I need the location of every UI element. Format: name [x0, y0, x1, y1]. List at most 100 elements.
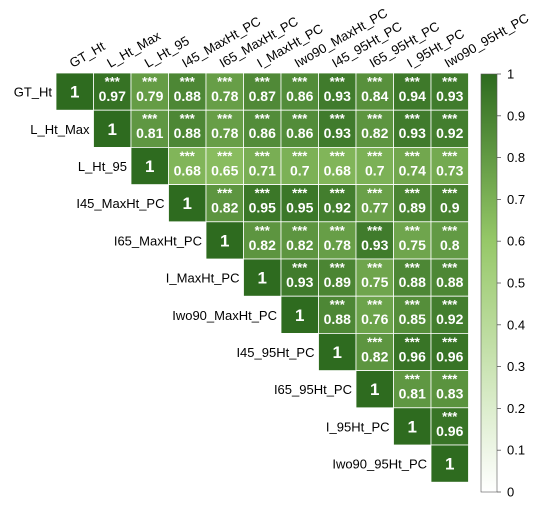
colorbar-tick-label: 0.7: [507, 192, 525, 207]
colorbar-tick-label: 0.1: [507, 443, 525, 458]
cell-value-label: 0.68: [324, 162, 351, 178]
cell-value-label: 0.88: [324, 311, 351, 327]
cell-value-label: 0.77: [361, 200, 388, 216]
significance-label: ***: [330, 260, 346, 275]
significance-label: ***: [442, 223, 458, 238]
diagonal-value-label: 1: [220, 231, 229, 250]
significance-label: ***: [142, 111, 158, 126]
significance-label: ***: [405, 111, 421, 126]
heatmap-cell: [430, 295, 469, 334]
significance-label: ***: [292, 74, 308, 89]
column-label: GT_Ht: [67, 38, 108, 70]
cell-value-label: 0.88: [436, 274, 463, 290]
significance-label: ***: [330, 111, 346, 126]
significance-label: ***: [367, 148, 383, 163]
row-label: GT_Ht: [14, 85, 53, 100]
significance-label: ***: [255, 74, 271, 89]
cell-value-label: 0.78: [211, 88, 238, 104]
diagonal-value-label: 1: [333, 343, 342, 362]
significance-label: ***: [405, 223, 421, 238]
heatmap-cell: [280, 109, 319, 148]
significance-label: ***: [255, 111, 271, 126]
heatmap-cell: [93, 72, 132, 111]
heatmap-cell: [355, 221, 394, 260]
cell-value-label: 0.94: [399, 88, 426, 104]
cell-value-label: 0.65: [211, 162, 238, 178]
significance-label: ***: [442, 297, 458, 312]
heatmap-cell: [318, 72, 357, 111]
significance-label: ***: [442, 372, 458, 387]
heatmap-cell: [318, 109, 357, 148]
heatmap-cell: [430, 146, 469, 185]
cell-value-label: 0.81: [399, 386, 426, 402]
cell-value-label: 0.82: [286, 237, 313, 253]
cell-value-label: 0.89: [399, 200, 426, 216]
significance-label: ***: [367, 334, 383, 349]
heatmap-cell: [430, 109, 469, 148]
significance-label: ***: [217, 74, 233, 89]
cell-value-label: 0.81: [136, 125, 163, 141]
significance-label: ***: [405, 74, 421, 89]
cell-value-label: 0.76: [361, 311, 388, 327]
cell-value-label: 0.84: [361, 88, 388, 104]
row-label: I_95Ht_PC: [326, 419, 390, 434]
cell-value-label: 0.93: [286, 274, 313, 290]
diagonal-value-label: 1: [408, 417, 417, 436]
cell-value-label: 0.75: [399, 237, 426, 253]
significance-label: ***: [292, 186, 308, 201]
cell-value-label: 0.85: [399, 311, 426, 327]
cell-value-label: 0.82: [361, 125, 388, 141]
heatmap-cell: [355, 184, 394, 223]
significance-label: ***: [405, 186, 421, 201]
cell-value-label: 0.87: [249, 88, 276, 104]
colorbar-tick-label: 1: [507, 67, 514, 82]
significance-label: ***: [367, 297, 383, 312]
significance-label: ***: [405, 334, 421, 349]
heatmap-cell: [205, 221, 244, 260]
row-label: Iwo90_MaxHt_PC: [172, 308, 277, 323]
significance-label: ***: [442, 148, 458, 163]
significance-label: ***: [142, 74, 158, 89]
heatmap-cell: [430, 258, 469, 297]
heatmap-cell: [430, 72, 469, 111]
colorbar-tick-label: 0.8: [507, 150, 525, 165]
cell-value-label: 0.8: [440, 237, 460, 253]
heatmap-cell: [430, 444, 469, 483]
heatmap-cell: [393, 407, 432, 446]
cell-value-label: 0.96: [399, 348, 426, 364]
diagonal-value-label: 1: [70, 83, 79, 102]
cell-value-label: 0.93: [324, 125, 351, 141]
diagonal-value-label: 1: [295, 306, 304, 325]
heatmap-cell: [318, 332, 357, 371]
diagonal-value-label: 1: [145, 157, 154, 176]
heatmap-cell: [318, 146, 357, 185]
colorbar-tick-label: 0.4: [507, 317, 525, 332]
significance-label: ***: [442, 111, 458, 126]
cell-value-label: 0.86: [249, 125, 276, 141]
heatmap-cell: [355, 370, 394, 409]
diagonal-value-label: 1: [445, 455, 454, 474]
cell-value-label: 0.75: [361, 274, 388, 290]
significance-label: ***: [442, 186, 458, 201]
colorbar-tick-label: 0.6: [507, 234, 525, 249]
significance-label: ***: [367, 111, 383, 126]
colorbar-tick-label: 0.3: [507, 359, 525, 374]
heatmap-cell: [430, 221, 469, 260]
heatmap-cell: [130, 72, 169, 111]
heatmap-cell: [93, 109, 132, 148]
row-label: I45_95Ht_PC: [236, 345, 314, 360]
cell-value-label: 0.82: [211, 200, 238, 216]
heatmap-cell: [243, 258, 282, 297]
cell-value-label: 0.88: [174, 88, 201, 104]
cell-value-label: 0.78: [211, 125, 238, 141]
row-label: Iwo90_95Ht_PC: [332, 457, 427, 472]
heatmap-cell: [393, 295, 432, 334]
cell-value-label: 0.93: [361, 237, 388, 253]
heatmap-cell: [243, 221, 282, 260]
colorbar-tick-label: 0.5: [507, 276, 525, 291]
heatmap-cell: [318, 258, 357, 297]
significance-label: ***: [105, 74, 121, 89]
heatmap-cell: [243, 109, 282, 148]
significance-label: ***: [442, 260, 458, 275]
